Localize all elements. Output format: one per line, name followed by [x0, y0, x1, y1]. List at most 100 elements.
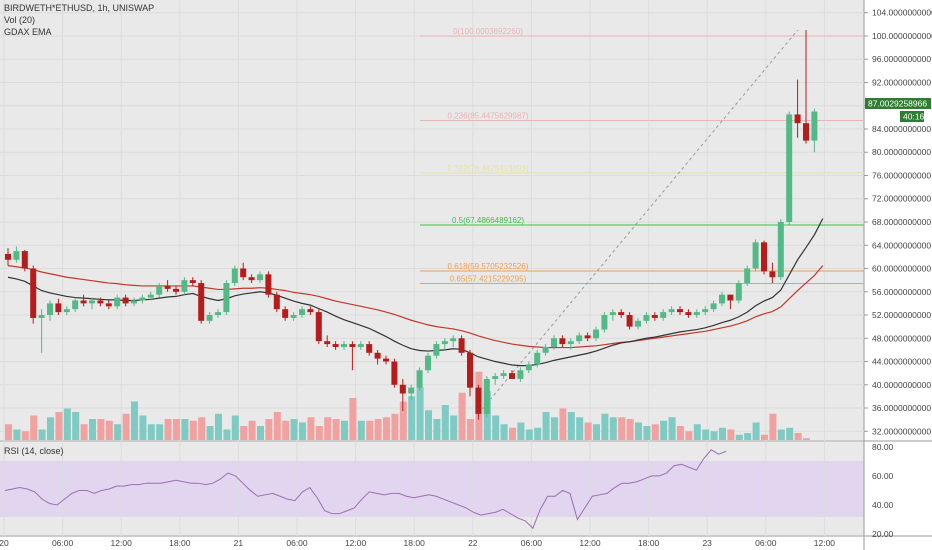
- ema-slow-line: [7, 265, 824, 349]
- volume-bar: [517, 422, 525, 440]
- candle-body: [416, 370, 423, 388]
- candle-body: [122, 297, 129, 304]
- candle-body: [635, 320, 641, 327]
- volume-bar: [601, 413, 609, 440]
- candle-body: [399, 384, 406, 394]
- ema-legend[interactable]: GDAX EMA: [4, 27, 52, 37]
- candle-body: [5, 253, 11, 260]
- candle-body: [408, 387, 415, 394]
- volume-bar: [769, 413, 777, 440]
- y-tick-label: 36.0000000000: [872, 403, 931, 413]
- volume-bar: [433, 419, 441, 440]
- volume-bar: [584, 422, 592, 440]
- volume-bar: [315, 426, 323, 440]
- volume-bar: [425, 410, 432, 440]
- volume-bar: [441, 405, 449, 440]
- candle-body: [13, 251, 20, 260]
- symbol-legend[interactable]: BIRDWETH*ETHUSD, 1h, UNISWAP: [4, 3, 154, 13]
- candle-body: [777, 222, 784, 278]
- y-tick-label: 80.0000000000: [872, 147, 931, 157]
- fib-retracement[interactable]: 0(100.0003692260) 0.236(85.4475629987) 0.3…: [420, 27, 864, 415]
- candle-body: [542, 346, 549, 353]
- candle-body: [156, 285, 163, 295]
- volume-bar: [97, 419, 105, 440]
- y-tick-label: 92.0000000000: [872, 77, 931, 87]
- volume-bar: [290, 419, 298, 440]
- x-tick-label: 06:00: [286, 538, 308, 548]
- volume-bar: [349, 398, 357, 440]
- candle-body: [72, 300, 79, 310]
- candle-body: [189, 280, 196, 284]
- candle-body: [593, 329, 599, 339]
- candle-body: [660, 312, 667, 318]
- volume-bar: [651, 424, 659, 440]
- candle-body: [710, 303, 717, 310]
- candle-body: [89, 300, 95, 304]
- candle-body: [324, 341, 331, 345]
- rsi-tick-label: 80.00: [872, 442, 894, 452]
- candle-body: [164, 285, 171, 289]
- candle-body: [467, 352, 473, 388]
- candle-body: [685, 312, 692, 316]
- volume-bar: [332, 419, 340, 440]
- candle-body: [139, 297, 146, 301]
- candlesticks[interactable]: [5, 30, 818, 420]
- volume-bar: [248, 420, 256, 440]
- volume-bar: [324, 417, 332, 440]
- volume-bar: [626, 419, 634, 440]
- candle-body: [374, 352, 381, 359]
- volume-bar: [231, 415, 239, 440]
- volume-bar: [13, 429, 21, 440]
- price-pane[interactable]: [0, 0, 864, 440]
- candle-body: [383, 358, 389, 362]
- candle-body: [677, 309, 683, 313]
- candle-body: [517, 370, 524, 379]
- candle-body: [609, 312, 616, 316]
- y-tick-label: 40.0000000000: [872, 380, 931, 390]
- volume-bar: [735, 434, 743, 440]
- candle-body: [366, 344, 373, 353]
- fib-level-label: 0.5(67.4866489162): [452, 216, 524, 225]
- candle-body: [248, 277, 255, 281]
- candle-body: [21, 251, 28, 269]
- y-tick-label: 60.0000000000: [872, 264, 931, 274]
- volume-bar: [761, 434, 768, 440]
- volume-bar: [257, 426, 264, 440]
- volume-bar: [458, 392, 466, 440]
- volume-bar: [559, 408, 567, 440]
- rsi-legend[interactable]: RSI (14, close): [4, 446, 64, 456]
- fib-level-label: 0(100.0003692260): [453, 27, 523, 36]
- y-tick-label: 52.0000000000: [872, 310, 931, 320]
- volume-bar: [131, 401, 138, 440]
- volume-bar: [147, 424, 155, 440]
- candle-body: [131, 300, 137, 304]
- fib-level-label: 0.382(76.4425413893): [448, 164, 529, 173]
- candle-body: [231, 268, 238, 284]
- rsi-band: [0, 461, 864, 517]
- candle-body: [794, 114, 801, 124]
- candle-body: [307, 309, 314, 313]
- rsi-axis: 80.00 60.00 40.00 20.00: [872, 442, 894, 539]
- volume-bar: [803, 438, 810, 440]
- candle-body: [786, 114, 793, 222]
- volume-legend[interactable]: Vol (20): [4, 15, 35, 25]
- volume-bar: [80, 424, 88, 440]
- candle-body: [63, 309, 70, 313]
- candle-body: [282, 309, 289, 318]
- candle-body: [735, 283, 742, 301]
- rsi-line: [4, 449, 727, 530]
- fib-level-label: 0.618(59.5705232526): [448, 262, 529, 271]
- y-tick-label: 68.0000000000: [872, 217, 931, 227]
- candle-body: [315, 312, 322, 342]
- volume-bar: [576, 417, 584, 440]
- candle-body: [425, 355, 431, 371]
- volume-bar: [786, 427, 794, 440]
- x-tick-label: 18:00: [404, 538, 426, 548]
- candle-body: [500, 373, 507, 377]
- candle-body: [744, 268, 751, 284]
- time-axis[interactable]: 20 06:00 12:00 18:00 21 06:00 12:00 18:00 22 06:0…: [0, 538, 835, 548]
- candle-body: [105, 303, 112, 307]
- candle-body: [47, 303, 53, 316]
- volume-bar: [38, 429, 46, 440]
